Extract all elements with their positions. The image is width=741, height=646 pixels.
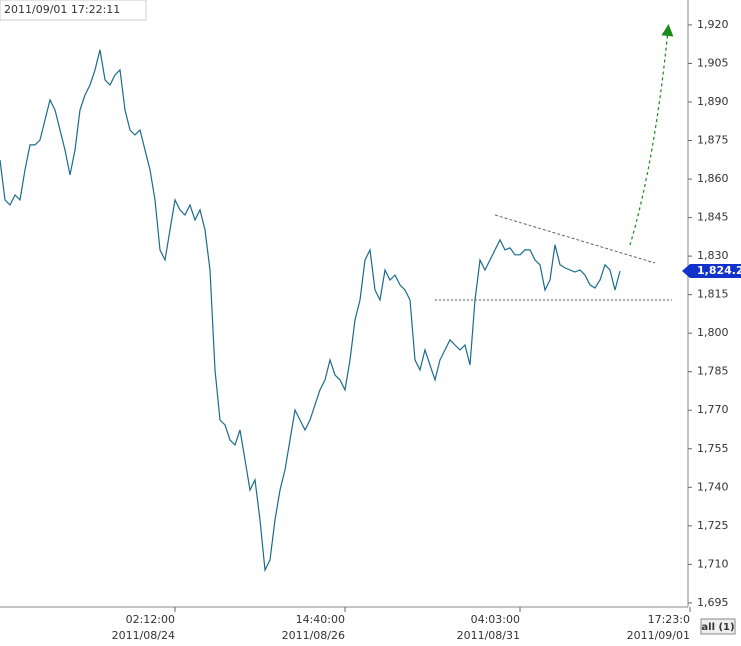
y-tick-label: 1,815 bbox=[697, 288, 729, 301]
last-price-marker bbox=[682, 264, 741, 279]
timestamp-box bbox=[0, 0, 147, 21]
trend-line bbox=[494, 214, 656, 264]
x-tick-date: 2011/08/26 bbox=[282, 629, 345, 642]
last-price-label: 1,824.2 bbox=[697, 264, 741, 277]
y-tick-label: 1,710 bbox=[697, 557, 729, 570]
y-tick-label: 1,695 bbox=[697, 596, 729, 609]
y-tick-label: 1,860 bbox=[697, 172, 729, 185]
y-tick-label: 1,800 bbox=[697, 326, 729, 339]
y-tick-label: 1,755 bbox=[697, 442, 729, 455]
all-button[interactable]: all (1) bbox=[700, 618, 736, 635]
y-tick-label: 1,785 bbox=[697, 365, 729, 378]
y-tick-label: 1,740 bbox=[697, 480, 729, 493]
y-tick-label: 1,905 bbox=[697, 56, 729, 69]
y-tick-label: 1,890 bbox=[697, 95, 729, 108]
price-line bbox=[0, 49, 621, 573]
y-tick-label: 1,725 bbox=[697, 519, 729, 532]
y-tick-label: 1,920 bbox=[697, 18, 729, 31]
y-tick-label: 1,845 bbox=[697, 211, 729, 224]
x-tick-date: 2011/08/31 bbox=[457, 629, 520, 642]
timestamp: 2011/09/01 17:22:11 bbox=[4, 3, 120, 16]
x-tick-label: 02:12:00 bbox=[126, 613, 175, 626]
all-button-label: all (1) bbox=[701, 622, 734, 633]
x-tick-label: 04:03:00 bbox=[471, 613, 520, 626]
projection-arrow bbox=[629, 24, 674, 246]
y-tick-label: 1,875 bbox=[697, 134, 729, 147]
y-tick-label: 1,770 bbox=[697, 403, 729, 416]
x-tick-date: 2011/08/24 bbox=[112, 629, 175, 642]
all-button-box bbox=[700, 618, 736, 635]
x-tick-date: 2011/09/01 bbox=[627, 629, 690, 642]
y-tick-label: 1,830 bbox=[697, 249, 729, 262]
x-tick-label: 17:23:0 bbox=[648, 613, 690, 626]
x-tick-label: 14:40:00 bbox=[296, 613, 345, 626]
